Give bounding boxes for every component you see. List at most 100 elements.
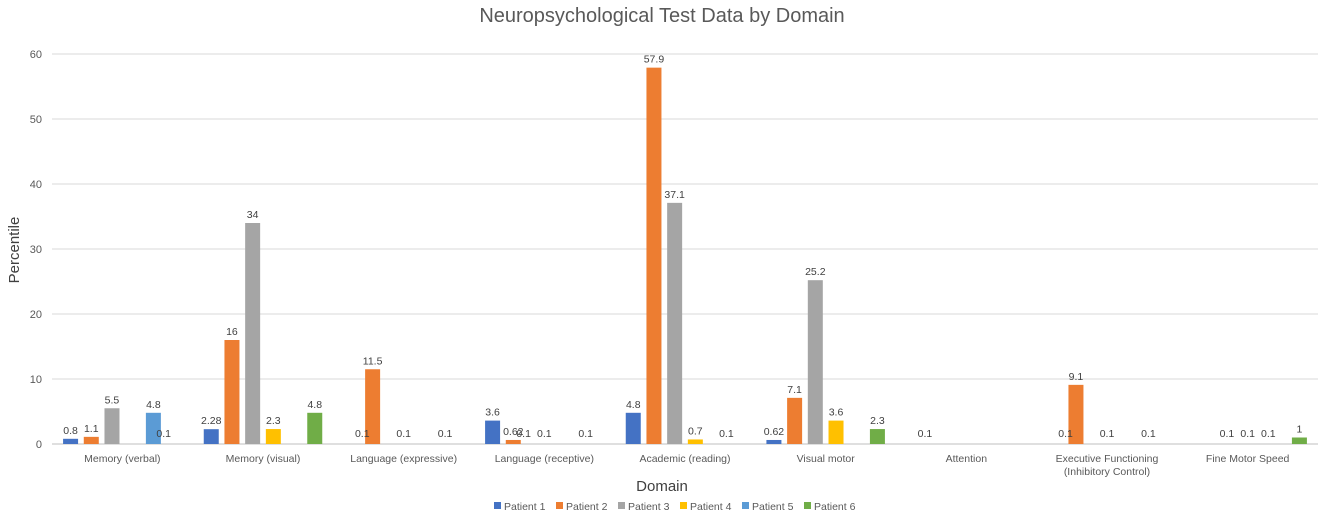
data-label: 0.1 — [1058, 428, 1073, 440]
legend-label: Patient 4 — [690, 501, 732, 513]
data-label: 1 — [1296, 424, 1302, 436]
data-label: 57.9 — [644, 54, 665, 66]
y-tick-label: 0 — [36, 439, 42, 451]
legend-label: Patient 6 — [814, 501, 856, 513]
data-label: 0.8 — [63, 425, 78, 437]
bar — [63, 438, 79, 444]
gridlines — [52, 53, 1318, 380]
data-labels: 0.8 2.28 3.6 4.8 0.62 1.1 16 11.5 0.62 57.9 7.1 9.1… — [63, 54, 1302, 440]
x-category-label: Language (expressive) — [350, 453, 457, 465]
data-label: 25.2 — [805, 266, 826, 278]
legend-item: Patient 1 — [494, 501, 546, 513]
data-label: 4.8 — [626, 399, 641, 411]
data-label: 37.1 — [664, 189, 685, 201]
bar — [766, 439, 782, 444]
data-label: 0.1 — [355, 428, 370, 440]
bar — [807, 280, 823, 444]
legend-swatch — [804, 502, 811, 509]
x-category-label: Academic (reading) — [639, 453, 730, 465]
legend-label: Patient 3 — [628, 501, 670, 513]
y-tick-label: 20 — [30, 309, 42, 321]
bars — [63, 67, 1307, 445]
y-tick-label: 40 — [30, 179, 42, 191]
bar — [203, 429, 219, 444]
data-label: 0.7 — [688, 425, 703, 437]
data-label: 7.1 — [787, 384, 802, 396]
x-category-label: Memory (verbal) — [84, 453, 160, 465]
chart-title: Neuropsychological Test Data by Domain — [479, 5, 844, 27]
data-label: 0.1 — [1240, 428, 1255, 440]
x-category-label: Visual motor — [797, 453, 856, 465]
bar — [667, 202, 683, 444]
data-label: 4.8 — [307, 399, 322, 411]
data-label: 0.1 — [719, 428, 734, 440]
bar — [828, 420, 844, 444]
x-axis-categories: Memory (verbal) Memory (visual) Language (… — [84, 453, 1289, 478]
y-tick-label: 10 — [30, 374, 42, 386]
bar — [646, 67, 662, 445]
bar — [1291, 437, 1307, 444]
y-tick-label: 60 — [30, 49, 42, 61]
legend-label: Patient 1 — [504, 501, 546, 513]
data-label: 0.1 — [516, 428, 531, 440]
x-category-label: Memory (visual) — [226, 453, 301, 465]
y-tick-label: 30 — [30, 244, 42, 256]
data-label: 0.1 — [1261, 428, 1276, 440]
legend-item: Patient 5 — [742, 501, 794, 513]
data-label: 5.5 — [105, 394, 120, 406]
y-axis-ticks: 0 10 20 30 40 50 60 — [30, 49, 42, 451]
legend-swatch — [556, 502, 563, 509]
data-label: 2.28 — [201, 415, 222, 427]
bar — [245, 223, 261, 444]
legend-swatch — [618, 502, 625, 509]
legend-swatch — [742, 502, 749, 509]
x-category-label: Language (receptive) — [495, 453, 594, 465]
data-label: 0.1 — [578, 428, 593, 440]
bar — [104, 408, 120, 444]
legend-swatch — [494, 502, 501, 509]
bar — [224, 340, 240, 444]
data-label: 0.1 — [1100, 428, 1115, 440]
data-label: 0.62 — [503, 426, 524, 438]
bar — [265, 429, 281, 444]
data-label: 2.3 — [266, 415, 281, 427]
data-label: 34 — [247, 209, 259, 221]
data-label: 1.1 — [84, 423, 99, 435]
x-category-label: Attention — [946, 453, 988, 465]
bar — [83, 436, 99, 444]
legend-item: Patient 6 — [804, 501, 856, 513]
legend-swatch — [680, 502, 687, 509]
x-category-label: (Inhibitory Control) — [1064, 466, 1150, 478]
data-label: 0.1 — [1220, 428, 1235, 440]
data-label: 3.6 — [829, 407, 844, 419]
data-label: 0.1 — [1141, 428, 1156, 440]
data-label: 0.62 — [764, 426, 785, 438]
legend-label: Patient 5 — [752, 501, 794, 513]
y-axis-title: Percentile — [6, 217, 23, 284]
bar — [869, 429, 885, 444]
data-label: 11.5 — [363, 355, 383, 367]
data-label: 2.3 — [870, 415, 885, 427]
y-tick-label: 50 — [30, 114, 42, 126]
bar — [787, 397, 803, 444]
bar — [307, 412, 323, 444]
data-label: 0.1 — [438, 428, 453, 440]
data-label: 16 — [226, 326, 238, 338]
data-label: 9.1 — [1069, 371, 1084, 383]
legend-item: Patient 3 — [618, 501, 670, 513]
bar — [505, 439, 521, 444]
bar — [485, 420, 501, 444]
bar — [687, 439, 703, 444]
data-label: 0.1 — [396, 428, 411, 440]
data-label: 3.6 — [485, 407, 500, 419]
legend: Patient 1 Patient 2 Patient 3 Patient 4 Pati… — [494, 501, 856, 513]
legend-item: Patient 4 — [680, 501, 732, 513]
x-category-label: Fine Motor Speed — [1206, 453, 1290, 465]
x-category-label: Executive Functioning — [1056, 453, 1159, 465]
data-label: 0.1 — [156, 428, 171, 440]
x-axis-title: Domain — [636, 478, 688, 495]
legend-item: Patient 2 — [556, 501, 608, 513]
legend-label: Patient 2 — [566, 501, 608, 513]
data-label: 0.1 — [537, 428, 552, 440]
bar — [1068, 384, 1084, 444]
